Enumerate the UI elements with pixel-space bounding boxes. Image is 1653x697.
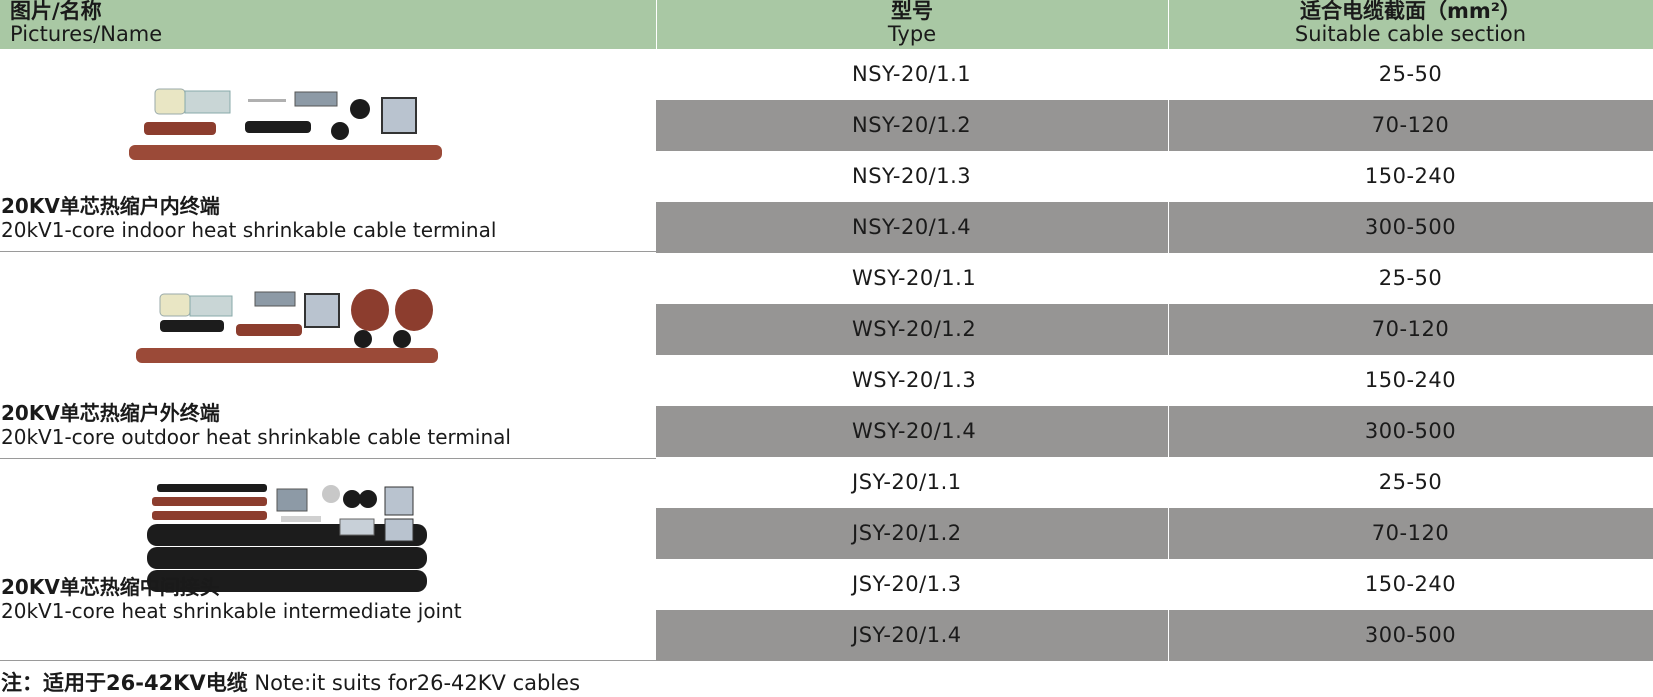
section-cell: 300-500 <box>1364 623 1457 647</box>
table-row: NSY-20/1.1 25-50 <box>656 49 1653 100</box>
table-row: WSY-20/1.2 70-120 <box>656 304 1653 355</box>
type-cell: WSY-20/1.3 <box>852 368 977 392</box>
column-divider <box>1168 559 1169 610</box>
type-cell: NSY-20/1.1 <box>852 62 972 86</box>
type-cell: WSY-20/1.2 <box>852 317 977 341</box>
type-cell: NSY-20/1.3 <box>852 164 972 188</box>
table-row: NSY-20/1.3 150-240 <box>656 151 1653 202</box>
section-cell: 300-500 <box>1364 215 1457 239</box>
table-row: WSY-20/1.1 25-50 <box>656 253 1653 304</box>
group-divider <box>0 660 656 661</box>
type-cell: NSY-20/1.4 <box>852 215 972 239</box>
section-cell: 25-50 <box>1378 470 1443 494</box>
type-cell: JSY-20/1.2 <box>852 521 962 545</box>
indoor-terminal-name-cn: 20KV单芯热缩户内终端 <box>1 194 220 218</box>
column-divider <box>1168 304 1169 355</box>
table-row: JSY-20/1.1 25-50 <box>656 457 1653 508</box>
section-cell: 25-50 <box>1378 62 1443 86</box>
section-cell: 70-120 <box>1371 521 1450 545</box>
section-cell: 25-50 <box>1378 266 1443 290</box>
table-header: 图片/名称 Pictures/Name 型号 Type 适合电缆截面（mm²） … <box>0 0 1653 49</box>
header-name-en: Pictures/Name <box>10 22 163 46</box>
product-group-joint: 20KV单芯热缩中间接头 20kV1-core heat shrinkable … <box>0 459 656 661</box>
header-type-cell: 型号 Type <box>656 0 1168 49</box>
footnote-cn: 注：适用于26-42KV电缆 <box>1 671 248 695</box>
column-divider <box>1168 49 1169 100</box>
group-divider <box>0 251 656 252</box>
column-divider <box>1168 457 1169 508</box>
type-cell: WSY-20/1.1 <box>852 266 977 290</box>
header-section-cell: 适合电缆截面（mm²） Suitable cable section <box>1168 0 1653 49</box>
column-divider <box>1168 151 1169 202</box>
type-cell: WSY-20/1.4 <box>852 419 977 443</box>
indoor-terminal-kit-image <box>129 88 442 160</box>
table-row: JSY-20/1.2 70-120 <box>656 508 1653 559</box>
table-row: WSY-20/1.3 150-240 <box>656 355 1653 406</box>
column-divider <box>1168 202 1169 253</box>
column-divider <box>1168 253 1169 304</box>
section-cell: 70-120 <box>1371 113 1450 137</box>
header-section-en: Suitable cable section <box>1294 22 1527 46</box>
table-row: JSY-20/1.4 300-500 <box>656 610 1653 661</box>
outdoor-terminal-kit-image <box>136 289 438 363</box>
table-row: NSY-20/1.2 70-120 <box>656 100 1653 151</box>
table-row: JSY-20/1.3 150-240 <box>656 559 1653 610</box>
footnote-en: Note:it suits for26-42KV cables <box>254 671 581 695</box>
column-divider <box>1168 406 1169 457</box>
header-name-cell: 图片/名称 Pictures/Name <box>10 0 162 49</box>
outdoor-terminal-name-cn: 20KV单芯热缩户外终端 <box>1 401 220 425</box>
section-cell: 70-120 <box>1371 317 1450 341</box>
section-cell: 150-240 <box>1364 572 1457 596</box>
type-cell: NSY-20/1.2 <box>852 113 972 137</box>
column-divider <box>1168 355 1169 406</box>
header-type-en: Type <box>887 22 937 46</box>
outdoor-terminal-name-en: 20kV1-core outdoor heat shrinkable cable… <box>1 425 511 449</box>
section-cell: 300-500 <box>1364 419 1457 443</box>
type-cell: JSY-20/1.4 <box>852 623 962 647</box>
table-row: WSY-20/1.4 300-500 <box>656 406 1653 457</box>
column-divider <box>1168 610 1169 661</box>
column-divider <box>1168 508 1169 559</box>
type-cell: JSY-20/1.3 <box>852 572 962 596</box>
header-divider <box>656 0 657 49</box>
header-section-cn: 适合电缆截面（mm²） <box>1300 0 1521 23</box>
type-cell: JSY-20/1.1 <box>852 470 962 494</box>
header-name-cn: 图片/名称 <box>10 0 102 23</box>
product-group-indoor: 20KV单芯热缩户内终端 20kV1-core indoor heat shri… <box>0 49 656 252</box>
table-row: NSY-20/1.4 300-500 <box>656 202 1653 253</box>
footnote: 注：适用于26-42KV电缆 Note:it suits for26-42KV … <box>1 671 580 695</box>
intermediate-joint-kit-image <box>147 484 427 592</box>
section-cell: 150-240 <box>1364 164 1457 188</box>
section-cell: 150-240 <box>1364 368 1457 392</box>
indoor-terminal-name-en: 20kV1-core indoor heat shrinkable cable … <box>1 218 497 242</box>
header-divider <box>1168 0 1169 49</box>
joint-name-cn: 20KV单芯热缩中间接头 <box>1 575 220 599</box>
product-group-outdoor: 20KV单芯热缩户外终端 20kV1-core outdoor heat shr… <box>0 252 656 459</box>
header-type-cn: 型号 <box>891 0 933 23</box>
column-divider <box>1168 100 1169 151</box>
group-divider <box>0 458 656 459</box>
joint-name-en: 20kV1-core heat shrinkable intermediate … <box>1 599 462 623</box>
